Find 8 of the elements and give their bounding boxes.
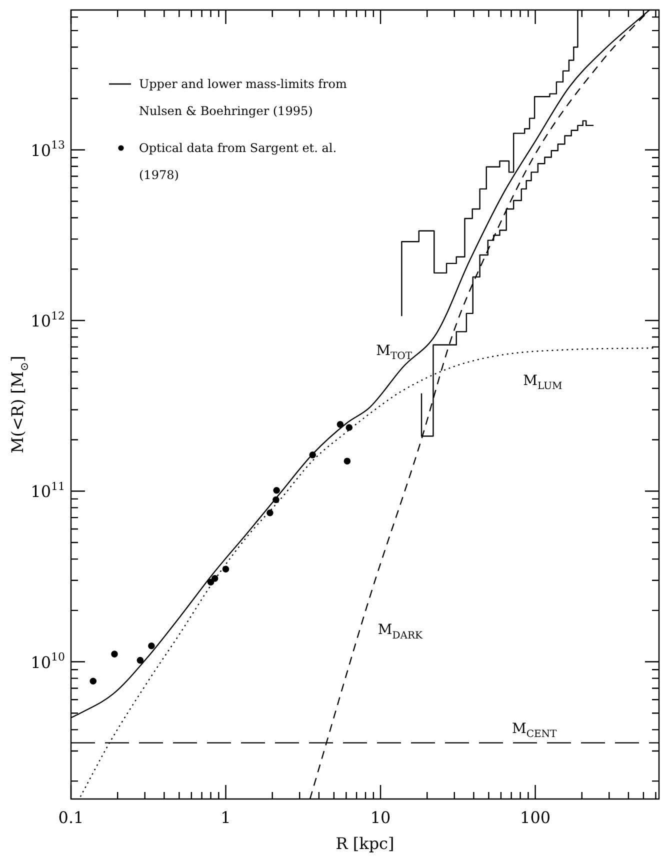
x-tick-label: 100 (520, 808, 551, 827)
x-tick-label: 0.1 (58, 808, 84, 827)
x-axis-title: R [kpc] (336, 834, 394, 853)
x-tick-label: 1 (220, 808, 231, 827)
x-tick-label: 10 (370, 808, 391, 827)
legend-label: Upper and lower mass-limits from Nulsen & Boehringer (1995) (139, 77, 348, 118)
y-axis-title: M(<R) [M⊙] (8, 356, 31, 454)
legend-label: Optical data from Sargent et. al. (1978) (139, 141, 337, 182)
